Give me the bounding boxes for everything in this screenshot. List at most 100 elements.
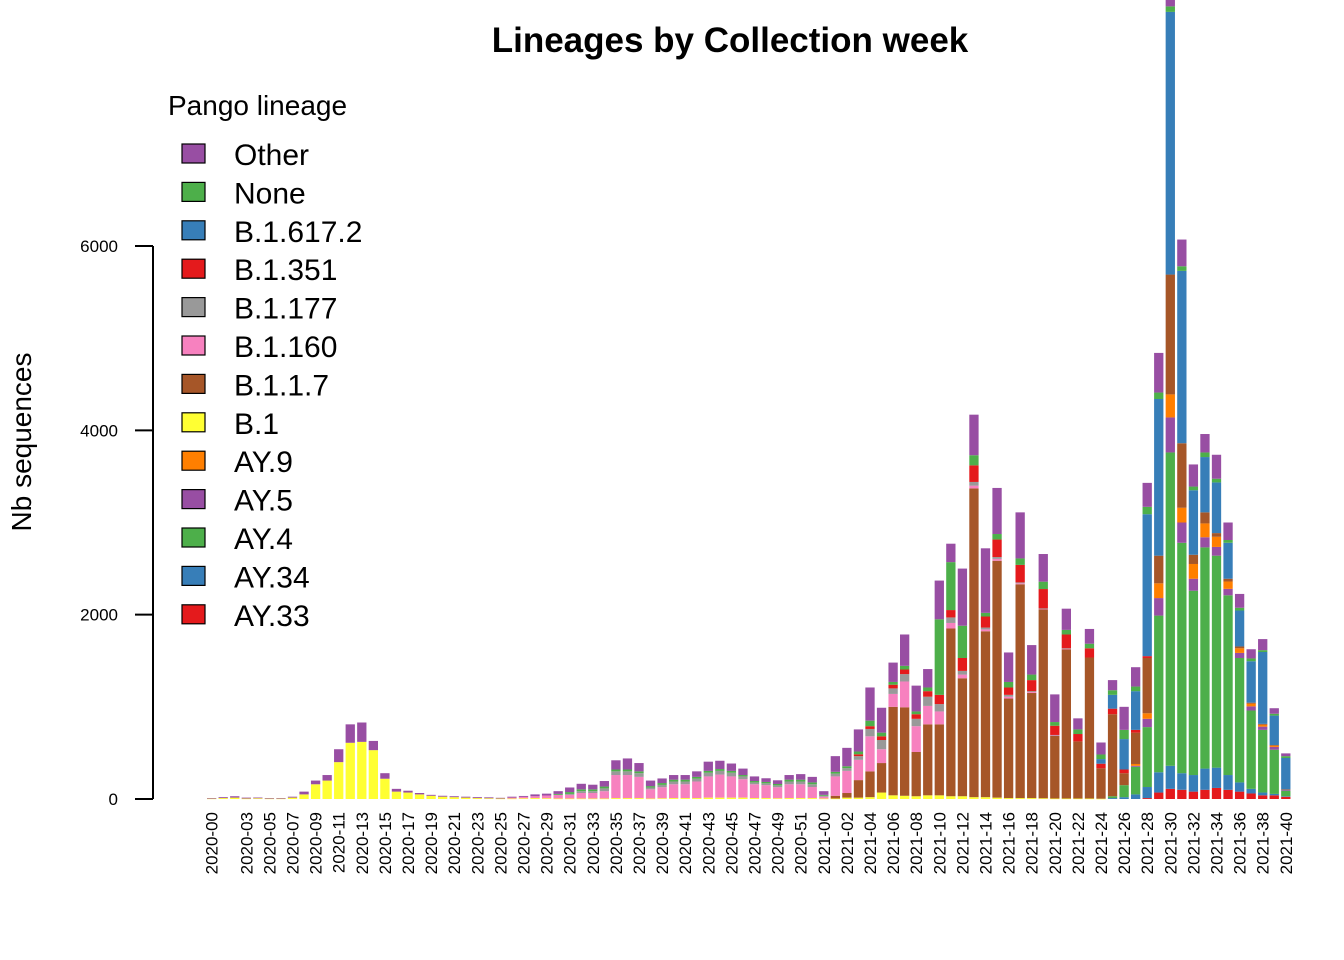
legend-label: AY.9: [234, 446, 293, 479]
bar-segment-ay-34-2021-25: [1107, 798, 1118, 799]
bar-segment-b-1-2020-17: [403, 792, 413, 799]
x-tick-label: 2021-20: [1046, 812, 1065, 874]
legend-label: B.1.617.2: [234, 216, 362, 249]
bar-segment-ay-9-2021-28: [1142, 713, 1152, 719]
bar-segment-b-1-2020-51: [796, 798, 806, 799]
bar-segment-b-1-2021-04: [865, 797, 875, 799]
x-tick-label: 2021-08: [907, 812, 926, 874]
bar-segment-b-1-160-2021-02: [842, 770, 852, 794]
bar-segment-b-1-160-2020-49: [772, 787, 783, 799]
bar-segment-other-2020-02: [230, 796, 240, 798]
bar-segment-b-1-351-2021-23: [1084, 648, 1095, 658]
bar-segment-b-1-2020-13: [357, 741, 367, 799]
bar-segment-b-1-2020-46: [738, 797, 748, 799]
bar-segment-other-2020-43: [703, 761, 713, 771]
bar-segment-b-1-177-2020-43: [703, 772, 713, 777]
bar-segment-b-1-177-2020-50: [784, 781, 794, 785]
bar-segment-ay-5-2021-27: [1131, 765, 1141, 767]
bar-segment-ay-9-2021-31: [1177, 507, 1187, 523]
bar-segment-other-2020-36: [622, 758, 633, 770]
x-tick-label: 2020-23: [468, 812, 487, 874]
bar-segment-ay-5-2021-28: [1142, 718, 1152, 728]
bar-segment-b-1-1-7-2021-32: [1188, 554, 1199, 564]
bar-segment-ay-5-2021-35: [1223, 588, 1233, 596]
x-tick-label: 2020-33: [584, 812, 603, 874]
bar-segment-ay-34-2021-35: [1223, 775, 1233, 790]
legend-label: B.1.351: [234, 254, 337, 287]
bar-segment-b-1-2020-15: [380, 778, 390, 799]
bar-segment-b-1-1-7-2021-10: [934, 724, 944, 796]
bar-segment-none-2021-01: [830, 771, 840, 774]
bar-segment-ay-33-2021-33: [1200, 789, 1210, 799]
bar-segment-ay-33-2021-30: [1165, 788, 1175, 799]
bar-segment-other-2021-08: [911, 685, 921, 712]
x-tick-label: 2021-12: [953, 812, 972, 874]
bar-segment-none-2021-25: [1107, 690, 1118, 695]
bar-segment-b-1-1-7-2021-31: [1177, 443, 1187, 508]
bar-segment-b-1-2021-24: [1096, 798, 1106, 800]
bar-segment-b-1-1-7-2021-28: [1142, 657, 1152, 714]
bar-segment-ay-4-2021-36: [1234, 657, 1245, 783]
bar-segment-other-2020-50: [784, 775, 794, 780]
x-tick-label: 2020-43: [699, 812, 718, 874]
bar-segment-b-1-160-2021-08: [911, 726, 921, 752]
x-tick-label: 2020-03: [237, 812, 256, 874]
bar-segment-b-1-2021-00: [819, 798, 829, 800]
bar-segment-b-1-177-2021-11: [946, 617, 956, 623]
x-tick-label: 2020-15: [376, 812, 395, 874]
bar-segment-b-1-160-2020-35: [611, 775, 621, 799]
bar-segment-b-1-2021-07: [900, 795, 910, 799]
bar-segment-b-1-2021-02: [842, 797, 852, 799]
bar-segment-other-2020-20: [438, 795, 448, 797]
bar-segment-b-1-177-2021-02: [842, 768, 852, 771]
bar-segment-b-1-177-2020-39: [657, 784, 667, 788]
bar-segment-b-1-2021-15: [992, 797, 1002, 799]
bar-segment-b-1-2020-00: [207, 798, 217, 800]
bar-segment-none-2020-47: [749, 781, 760, 783]
bar-segment-ay-34-2021-38: [1258, 792, 1268, 796]
bar-segment-other-2020-11: [334, 749, 344, 763]
bar-segment-b-1-2020-24: [484, 798, 494, 799]
bar-segment-b-1-160-2020-42: [692, 781, 702, 799]
bar-segment-b-1-177-2020-33: [588, 791, 598, 794]
bar-segment-other-2020-37: [634, 763, 644, 772]
x-tick-label: 2021-04: [861, 812, 880, 874]
bar-segment-other-2020-34: [599, 781, 609, 787]
bar-segment-b-1-2020-02: [230, 797, 240, 799]
bar-segment-b-1-2020-22: [461, 797, 471, 799]
bar-segment-other-2021-16: [1003, 652, 1014, 682]
bar-segment-b-1-351-2021-19: [1038, 589, 1048, 609]
bar-segment-none-2021-09: [923, 687, 933, 692]
bar-segment-b-1-1-7-2021-30: [1165, 274, 1175, 395]
bar-segment-b-1-177-2020-44: [715, 770, 725, 775]
bar-segment-ay-9-2021-27: [1131, 763, 1141, 766]
x-tick-label: 2020-31: [561, 812, 580, 874]
bar-segment-b-1-177-2020-31: [565, 793, 575, 795]
bar-segment-ay-5-2021-40: [1281, 789, 1291, 791]
legend-label: B.1: [234, 408, 279, 441]
bar-segment-b-1-160-2020-47: [749, 784, 760, 799]
x-tick-label: 2021-14: [977, 812, 996, 874]
bar-segment-b-1-177-2020-46: [738, 776, 748, 780]
x-tick-label: 2020-05: [260, 812, 279, 874]
bar-segment-none-2020-48: [761, 781, 771, 784]
bar-segment-none-2021-20: [1050, 722, 1060, 726]
bar-segment-b-1-177-2021-00: [819, 795, 829, 797]
bar-segment-ay-34-2021-34: [1211, 767, 1222, 788]
bar-segment-other-2021-22: [1073, 718, 1083, 730]
bar-segment-b-1-2020-44: [715, 797, 725, 799]
bar-segment-other-2020-45: [726, 763, 737, 771]
bar-segment-other-2020-24: [484, 797, 494, 799]
bar-segment-b-1-2021-21: [1061, 798, 1071, 800]
bar-segment-b-1-2020-18: [414, 794, 425, 799]
bar-segment-b-1-2020-04: [253, 798, 263, 799]
bar-segment-ay-4-2021-33: [1200, 547, 1210, 769]
bar-segment-none-2021-17: [1015, 558, 1025, 565]
x-tick-label: 2020-27: [515, 812, 534, 874]
bar-segment-ay-9-2021-39: [1269, 745, 1279, 747]
bar-segment-b-1-177-2021-09: [923, 696, 933, 706]
bar-segment-b-1-351-2021-11: [946, 610, 956, 618]
bar-segment-other-2021-31: [1177, 239, 1187, 267]
bar-segment-b-1-617-2-2021-26: [1119, 739, 1129, 770]
x-tick-label: 2020-51: [792, 812, 811, 874]
